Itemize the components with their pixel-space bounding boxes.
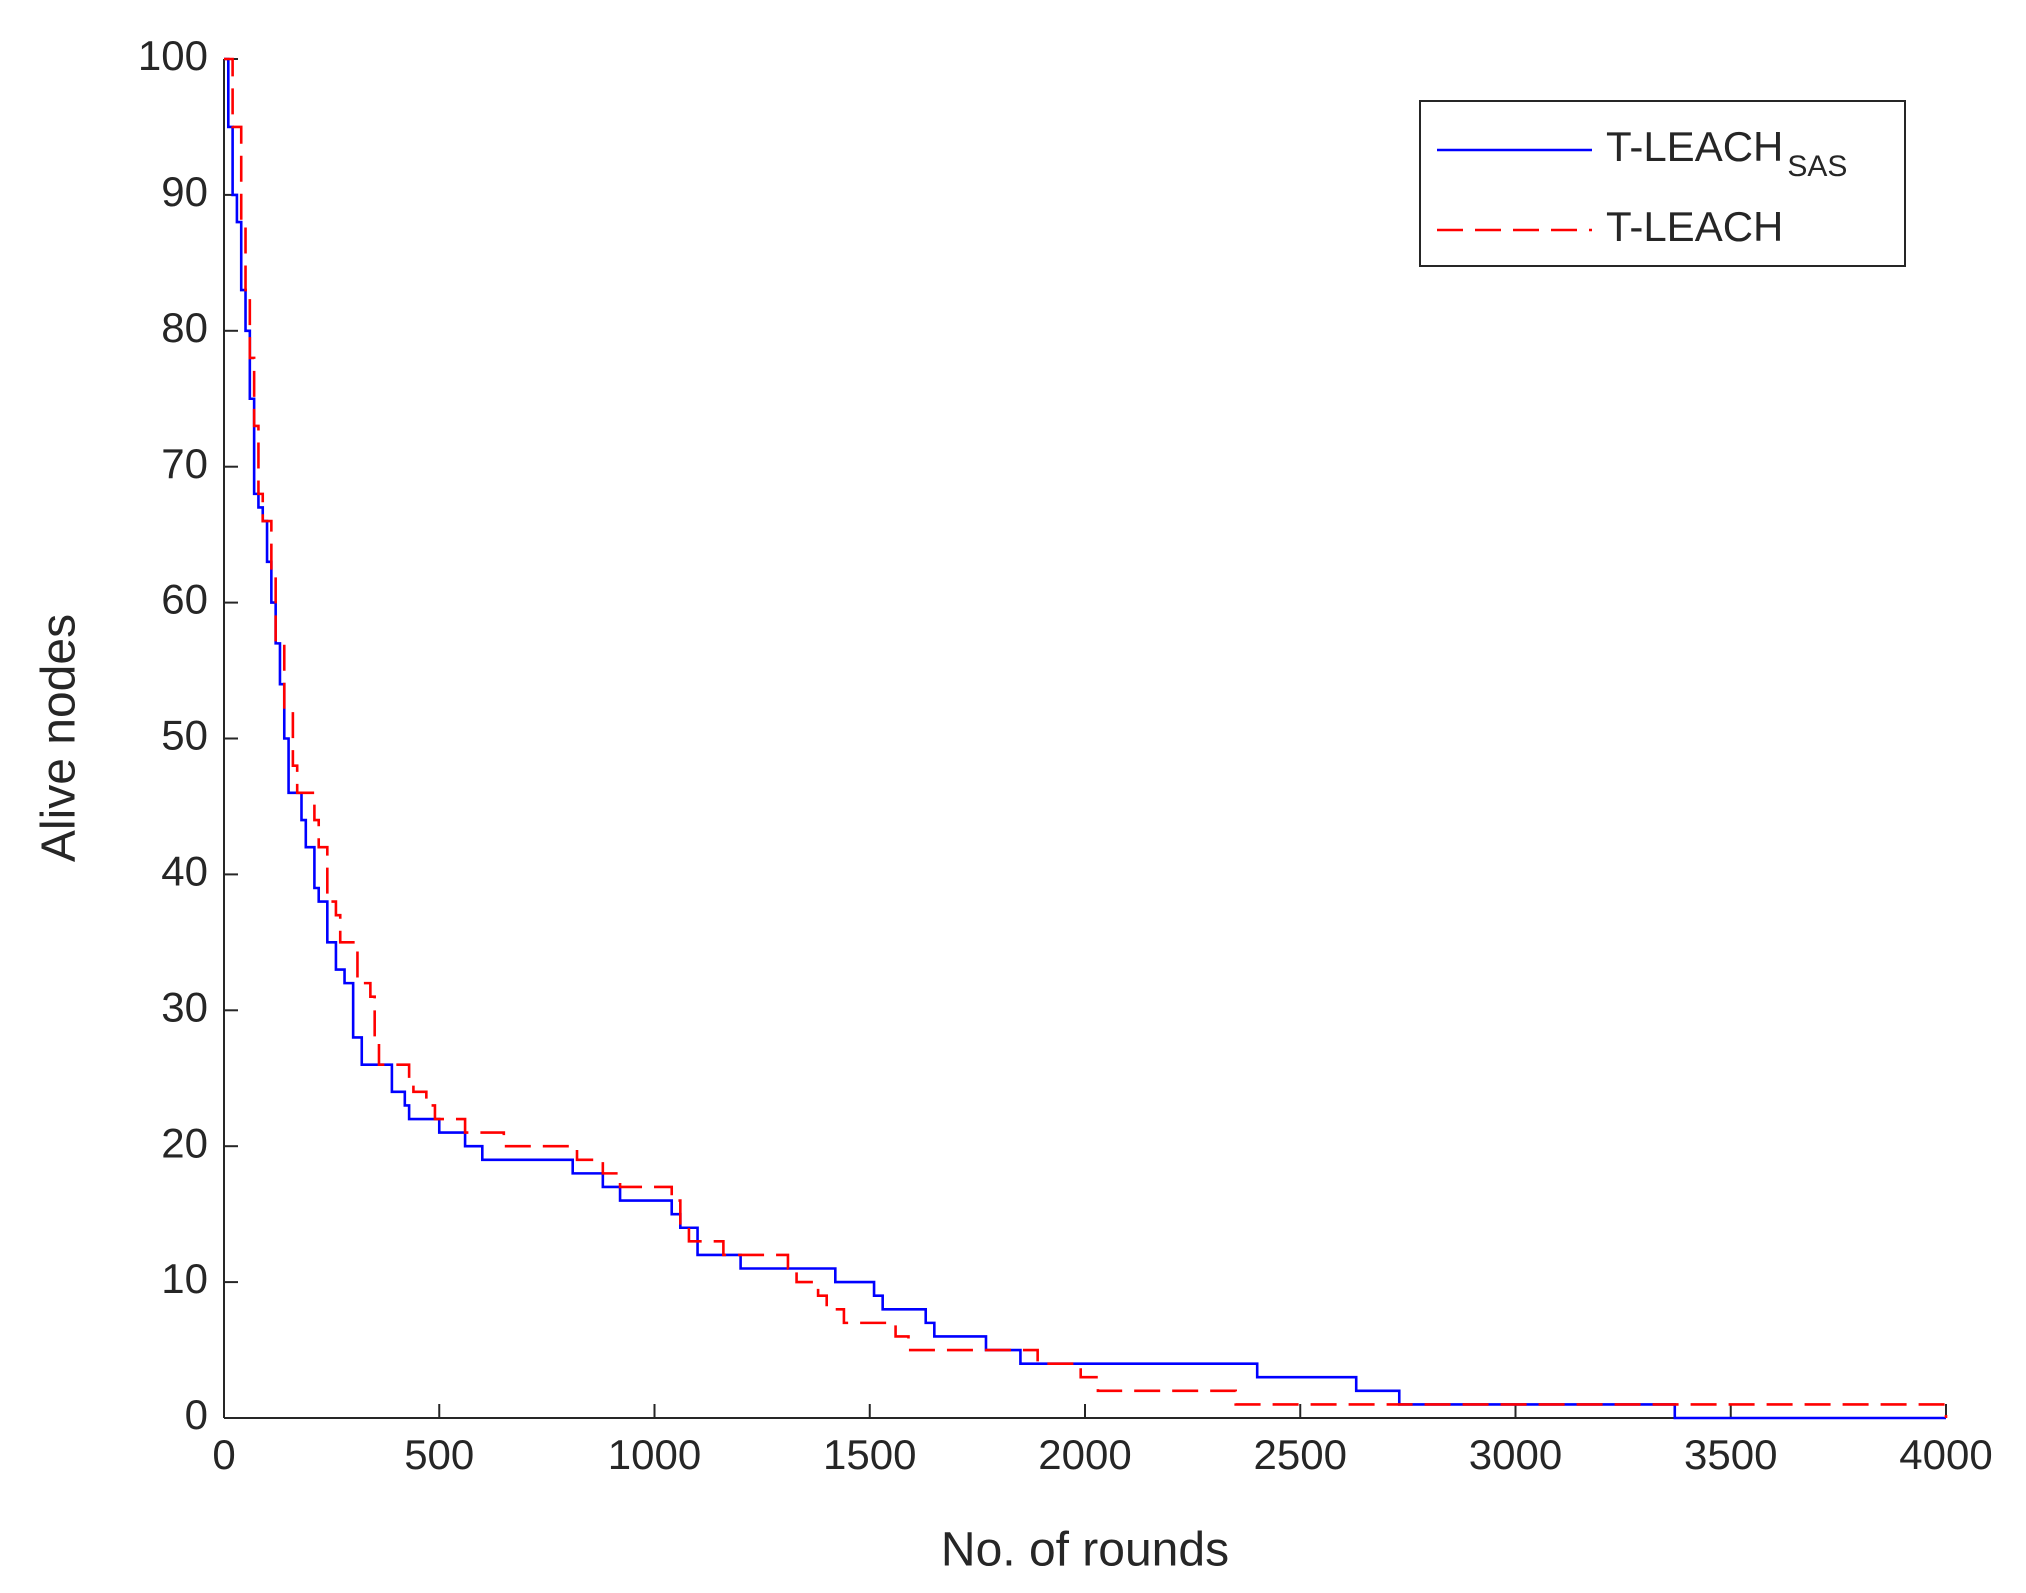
y-axis-label: Alive nodes [33,614,86,862]
x-axis-label: No. of rounds [941,1524,1229,1577]
legend-box [1419,100,1906,267]
legend-label: T-LEACH SAS [1606,123,1847,183]
y-tick-label: 70 [161,440,208,487]
legend-label: T-LEACH [1606,203,1783,250]
legend-name: T-LEACH [1606,203,1783,250]
x-tick-label: 1000 [608,1431,701,1478]
y-tick-label: 80 [161,304,208,351]
x-tick-label: 4000 [1899,1431,1992,1478]
x-tick-label: 3500 [1684,1431,1777,1478]
y-tick-label: 40 [161,847,208,894]
x-tick-label: 0 [212,1431,235,1478]
y-tick-label: 90 [161,168,208,215]
x-tick-label: 1500 [823,1431,916,1478]
series-line [224,57,1946,1420]
x-tick-label: 2000 [1038,1431,1131,1478]
y-tick-label: 10 [161,1255,208,1302]
y-tick-label: 60 [161,576,208,623]
legend-subscript: SAS [1787,150,1847,183]
y-tick-label: 50 [161,712,208,759]
legend-name: T-LEACH [1606,123,1783,170]
series-line [224,57,1948,1418]
x-tick-label: 3000 [1469,1431,1562,1478]
x-tick-label: 500 [404,1431,474,1478]
y-tick-label: 30 [161,983,208,1030]
y-tick-label: 0 [185,1391,208,1438]
y-tick-label: 100 [138,32,208,79]
y-tick-label: 20 [161,1119,208,1166]
x-tick-label: 2500 [1254,1431,1347,1478]
